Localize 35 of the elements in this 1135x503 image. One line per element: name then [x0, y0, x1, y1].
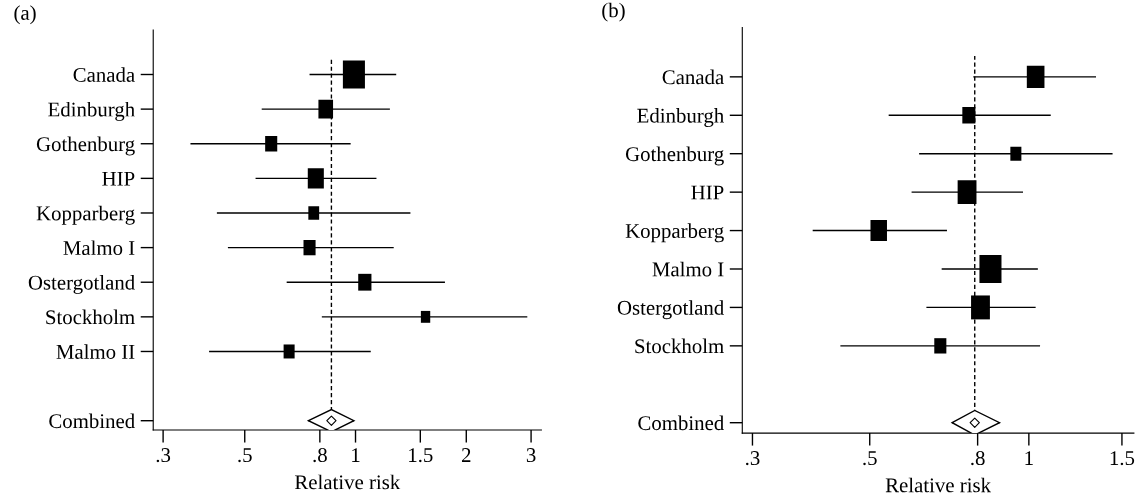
x-tick-label: .5: [238, 448, 252, 463]
y-tick-label: Gothenburg: [36, 136, 135, 156]
y-tick-label: Combined: [49, 413, 135, 429]
chart-title: (a): [14, 5, 36, 25]
y-tick-label: Ostergotland: [617, 300, 724, 320]
y-tick-label: Gothenburg: [625, 146, 724, 166]
y-tick-label: HIP: [691, 185, 724, 200]
y-tick-label: HIP: [102, 171, 135, 186]
x-tick-label: .8: [971, 451, 985, 466]
x-tick-label: 3: [526, 448, 536, 463]
x-tick-label: 1: [352, 448, 360, 462]
x-tick-label: .5: [863, 451, 877, 466]
x-tick-label: 1.5: [1110, 451, 1135, 466]
y-tick-label: Edinburgh: [637, 108, 724, 128]
chart-title: (b): [602, 2, 625, 22]
y-tick-label: Canada: [662, 69, 724, 85]
y-tick-label: Malmo II: [56, 344, 135, 359]
x-tick-label: .8: [313, 448, 327, 463]
x-axis-title: Relative risk: [885, 477, 992, 493]
y-tick-label: Kopparberg: [625, 223, 724, 243]
y-tick-label: Ostergotland: [28, 275, 135, 294]
y-tick-label: Malmo I: [63, 240, 135, 256]
y-tick-label: Malmo I: [652, 261, 724, 277]
x-tick-label: 2: [461, 448, 471, 462]
y-tick-label: Canada: [73, 67, 135, 82]
y-tick-label: Combined: [638, 415, 724, 431]
y-tick-label: Kopparberg: [36, 205, 135, 225]
y-tick-label: Stockholm: [635, 338, 724, 354]
x-tick-label: 1.5: [409, 448, 433, 463]
y-tick-label: Edinburgh: [48, 101, 135, 121]
x-tick-label: .3: [746, 451, 760, 466]
x-tick-label: .3: [156, 448, 171, 463]
y-tick-label: Stockholm: [46, 309, 135, 325]
x-tick-label: 1: [1025, 451, 1033, 465]
x-axis-title: Relative risk: [294, 474, 401, 490]
